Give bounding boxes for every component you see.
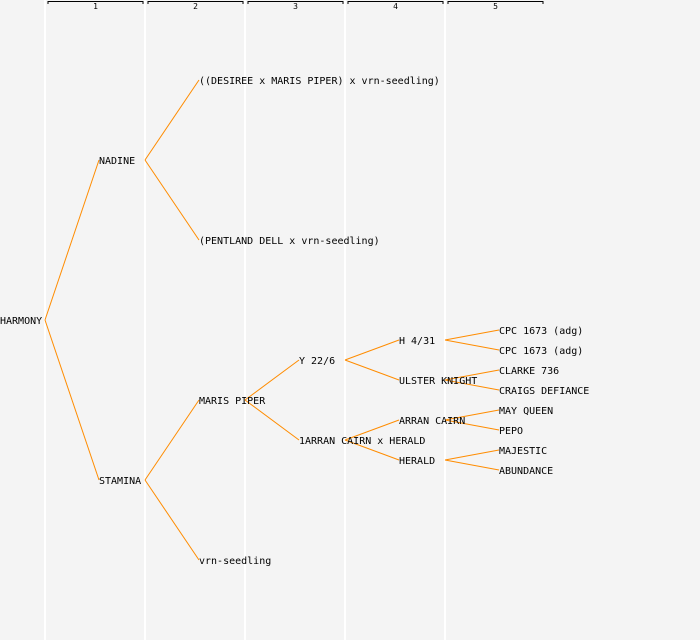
parent-variety-label: HERALD xyxy=(399,456,435,467)
pedigree-link xyxy=(444,459,500,471)
generation-bracket xyxy=(447,1,544,4)
generation-label: 2 xyxy=(193,2,198,11)
pedigree-link xyxy=(344,339,400,361)
pedigree-link xyxy=(344,419,400,441)
pedigree-link xyxy=(444,409,500,421)
parent-variety-label: ABUNDANCE xyxy=(499,466,553,477)
parent-variety-label: CPC 1673 (adg) xyxy=(499,346,583,357)
parent-variety-label: MAJESTIC xyxy=(499,446,547,457)
parent-variety-label: ((DESIREE x MARIS PIPER) x vrn-seedling) xyxy=(199,76,440,87)
pedigree-link xyxy=(444,449,500,461)
parent-variety-label: (PENTLAND DELL x vrn-seedling) xyxy=(199,236,380,247)
parent-variety-label: NADINE xyxy=(99,156,135,167)
parent-variety-label: ARRAN CAIRN xyxy=(399,416,465,427)
parent-variety-label: 1ARRAN CAIRN x HERALD xyxy=(299,436,425,447)
pedigree-link xyxy=(344,439,400,461)
parent-variety-label: PEPO xyxy=(499,426,523,437)
parent-variety-label: H 4/31 xyxy=(399,336,435,347)
generation-bracket xyxy=(347,1,444,4)
pedigree-link xyxy=(344,359,400,381)
pedigree-link xyxy=(444,369,500,381)
generation-label: 1 xyxy=(93,2,98,11)
generation-label: 5 xyxy=(493,2,498,11)
generation-bracket xyxy=(147,1,244,4)
parent-variety-label: ULSTER KNIGHT xyxy=(399,376,477,387)
pedigree-link xyxy=(444,339,500,351)
pedigree-link xyxy=(144,159,200,241)
parent-variety-label: MAY QUEEN xyxy=(499,406,553,417)
parent-variety-label: STAMINA xyxy=(99,476,141,487)
pedigree-link xyxy=(444,419,500,431)
pedigree-link xyxy=(144,79,200,161)
pedigree-link xyxy=(244,399,300,441)
pedigree-link xyxy=(44,319,100,481)
parent-variety-label: CPC 1673 (adg) xyxy=(499,326,583,337)
pedigree-link xyxy=(144,399,200,481)
pedigree-link xyxy=(444,329,500,341)
root-variety-label: HARMONY xyxy=(0,316,42,327)
parent-variety-label: Y 22/6 xyxy=(299,356,335,367)
generation-label: 3 xyxy=(293,2,298,11)
generation-bracket xyxy=(47,1,144,4)
generation-label: 4 xyxy=(393,2,398,11)
parent-variety-label: CLARKE 736 xyxy=(499,366,559,377)
generation-bracket xyxy=(247,1,344,4)
pedigree-link xyxy=(44,159,100,321)
parent-variety-label: CRAIGS DEFIANCE xyxy=(499,386,589,397)
pedigree-link xyxy=(244,359,300,401)
pedigree-link xyxy=(444,379,500,391)
parent-variety-label: MARIS PIPER xyxy=(199,396,266,407)
pedigree-link xyxy=(144,479,200,561)
parent-variety-label: vrn-seedling xyxy=(199,556,271,567)
